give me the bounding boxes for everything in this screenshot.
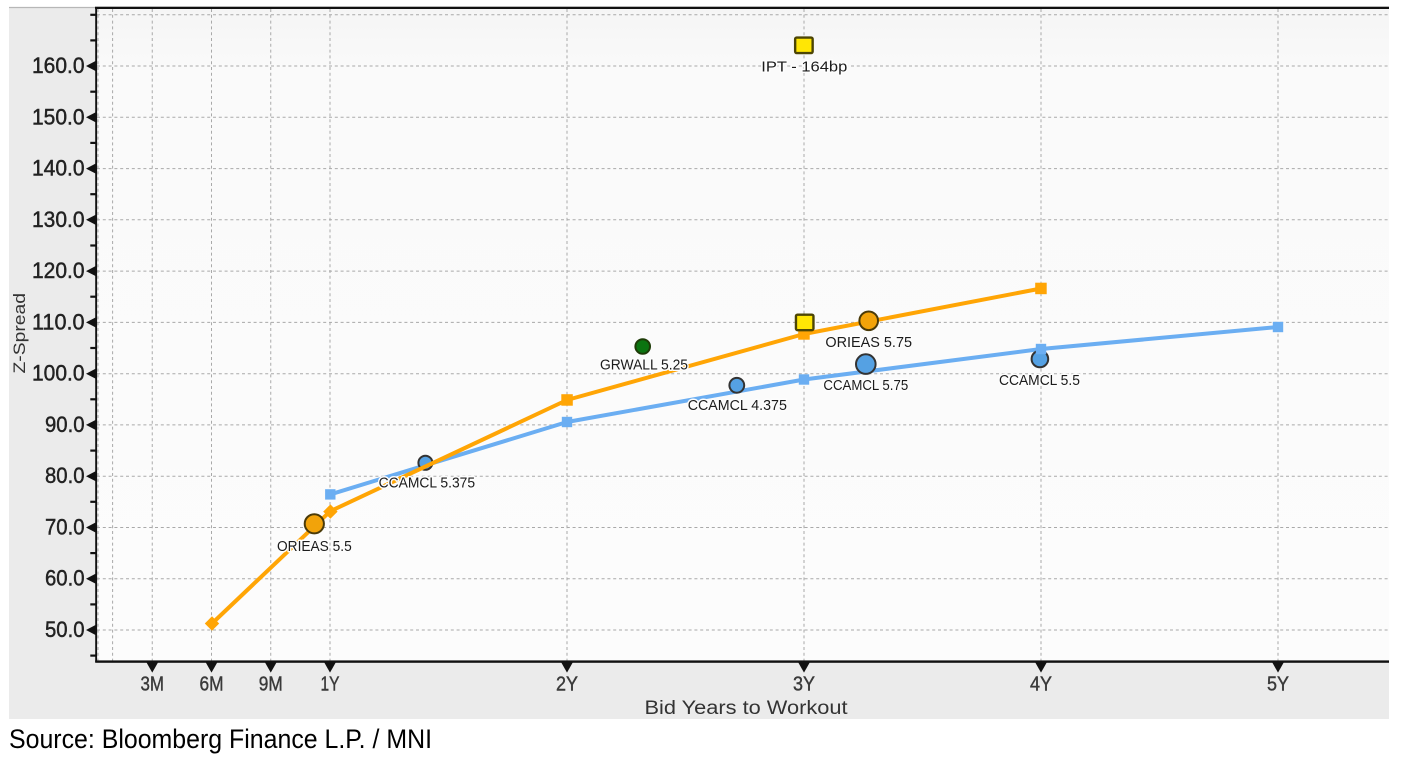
svg-text:ORIEAS 5.75: ORIEAS 5.75 bbox=[825, 334, 912, 351]
svg-text:120.0: 120.0 bbox=[32, 258, 85, 283]
svg-text:6M: 6M bbox=[200, 674, 224, 696]
svg-text:140.0: 140.0 bbox=[32, 156, 85, 181]
svg-text:4Y: 4Y bbox=[1030, 674, 1052, 696]
svg-text:IPT - 164bp: IPT - 164bp bbox=[761, 59, 847, 76]
svg-text:90.0: 90.0 bbox=[45, 412, 85, 437]
svg-text:60.0: 60.0 bbox=[45, 566, 85, 591]
svg-text:80.0: 80.0 bbox=[45, 463, 85, 488]
svg-text:2Y: 2Y bbox=[556, 674, 578, 696]
svg-text:3M: 3M bbox=[141, 674, 165, 696]
svg-text:CCAMCL 4.375: CCAMCL 4.375 bbox=[688, 397, 787, 414]
svg-text:110.0: 110.0 bbox=[32, 309, 85, 334]
svg-text:GRWALL 5.25: GRWALL 5.25 bbox=[600, 357, 688, 374]
svg-text:9M: 9M bbox=[259, 674, 283, 696]
svg-text:Z-Spread: Z-Spread bbox=[10, 293, 29, 374]
svg-text:160.0: 160.0 bbox=[32, 53, 85, 78]
svg-text:CCAMCL 5.375: CCAMCL 5.375 bbox=[379, 475, 476, 492]
svg-text:50.0: 50.0 bbox=[45, 617, 85, 642]
svg-text:CCAMCL 5.5: CCAMCL 5.5 bbox=[999, 372, 1080, 389]
svg-text:1Y: 1Y bbox=[321, 674, 340, 696]
svg-text:130.0: 130.0 bbox=[32, 207, 85, 232]
svg-text:Bid Years to Workout: Bid Years to Workout bbox=[645, 698, 849, 719]
svg-text:CCAMCL 5.75: CCAMCL 5.75 bbox=[823, 377, 908, 394]
svg-text:ORIEAS 5.5: ORIEAS 5.5 bbox=[277, 538, 352, 555]
svg-text:100.0: 100.0 bbox=[32, 361, 85, 386]
svg-text:5Y: 5Y bbox=[1267, 674, 1289, 696]
svg-text:150.0: 150.0 bbox=[32, 104, 85, 129]
svg-text:Source: Bloomberg Finance L.P.: Source: Bloomberg Finance L.P. / MNI bbox=[9, 724, 432, 754]
svg-text:3Y: 3Y bbox=[793, 674, 815, 696]
svg-text:70.0: 70.0 bbox=[45, 515, 85, 540]
